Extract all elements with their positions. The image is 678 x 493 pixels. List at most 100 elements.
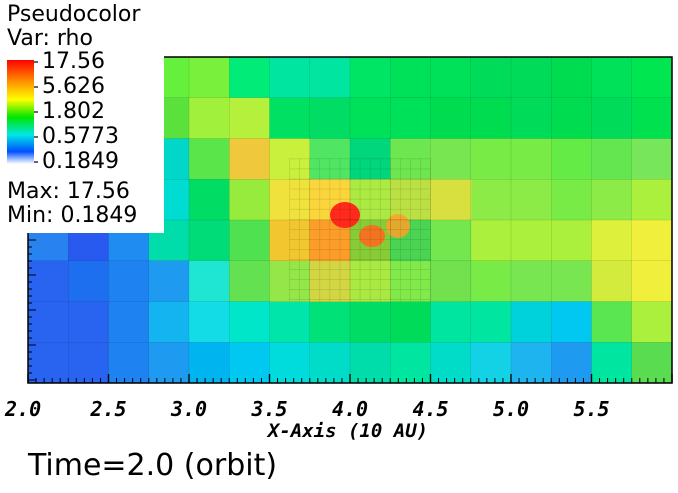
- heatmap-cell: [511, 301, 552, 343]
- heatmap-cell: [229, 260, 270, 302]
- heatmap-cell: [269, 342, 311, 384]
- heatmap-cell: [189, 57, 230, 99]
- heatmap-cell: [269, 97, 311, 139]
- heatmap-cell: [470, 342, 512, 384]
- heatmap-cell: [390, 97, 431, 139]
- heatmap-cell: [189, 301, 230, 343]
- heatmap-cell: [551, 220, 592, 262]
- heatmap-cell: [350, 138, 391, 180]
- heatmap-cell: [309, 342, 351, 384]
- x-axis-label: X-Axis (10 AU): [266, 420, 428, 442]
- heatmap-cell: [551, 97, 592, 139]
- heatmap-cell: [229, 179, 270, 221]
- refined-cell: [309, 260, 351, 302]
- heatmap-cell: [269, 138, 311, 180]
- heatmap-cell: [189, 342, 230, 384]
- heatmap-cell: [631, 179, 673, 221]
- colorbar: [7, 60, 34, 164]
- time-annotation: Time=2.0 (orbit): [28, 448, 278, 483]
- heatmap-cell: [148, 301, 190, 343]
- heatmap-cell: [470, 138, 512, 180]
- heatmap-cell: [591, 301, 633, 343]
- heatmap-cell: [470, 301, 512, 343]
- heatmap-cell: [551, 179, 592, 221]
- heatmap-cell: [28, 260, 69, 302]
- legend-max: Max: 17.56: [7, 179, 130, 204]
- heatmap-cell: [631, 57, 673, 99]
- heatmap-cell: [108, 342, 150, 384]
- x-tick-label: 4.5: [412, 397, 448, 421]
- refined-cell: [430, 179, 472, 221]
- heatmap-cell: [511, 220, 552, 262]
- heatmap-cell: [269, 57, 311, 99]
- heatmap-cell: [470, 220, 512, 262]
- x-tick-label: 3.5: [250, 397, 287, 421]
- heatmap-cell: [189, 179, 230, 221]
- heatmap-cell: [229, 138, 270, 180]
- y-axis-ticks: [28, 239, 36, 381]
- heatmap-cell: [591, 260, 633, 302]
- density-hotspot: [330, 202, 410, 247]
- heatmap-cell: [28, 301, 69, 343]
- refined-cell: [430, 220, 472, 262]
- heatmap-cell: [470, 97, 512, 139]
- refined-cell: [390, 179, 431, 221]
- heatmap-cell: [229, 57, 270, 99]
- heatmap-cell: [591, 138, 633, 180]
- heatmap-cell: [229, 301, 270, 343]
- colorbar-tick-label: 5.626: [42, 74, 105, 99]
- heatmap-cell: [229, 97, 270, 139]
- x-tick-label: 5.0: [493, 397, 529, 421]
- heatmap-cell: [591, 179, 633, 221]
- heatmap-cell: [551, 301, 592, 343]
- heatmap-cell: [591, 220, 633, 262]
- heatmap-cell: [591, 97, 633, 139]
- heatmap-cell: [511, 138, 552, 180]
- heatmap-cell: [430, 57, 472, 99]
- heatmap-cell: [591, 57, 633, 99]
- heatmap-cell: [68, 342, 109, 384]
- colorbar-tick-label: 1.802: [42, 99, 105, 124]
- heatmap-cell: [470, 260, 512, 302]
- colorbar-tick-label: 0.5773: [42, 124, 119, 149]
- x-tick-label: 2.0: [4, 397, 41, 421]
- heatmap-cell: [68, 301, 109, 343]
- heatmap-cell: [350, 57, 391, 99]
- heatmap-cell: [511, 97, 552, 139]
- heatmap-cell: [189, 97, 230, 139]
- heatmap-cell: [430, 97, 472, 139]
- heatmap-cell: [631, 97, 673, 139]
- heatmap-cell: [390, 138, 431, 180]
- heatmap-cell: [631, 301, 673, 343]
- heatmap-cell: [551, 260, 592, 302]
- heatmap-cell: [350, 97, 391, 139]
- legend-title: Pseudocolor: [7, 2, 141, 27]
- heatmap-cell: [350, 342, 391, 384]
- heatmap-cell: [511, 260, 552, 302]
- heatmap-cell: [470, 57, 512, 99]
- heatmap-cell: [309, 138, 351, 180]
- legend-min: Min: 0.1849: [7, 203, 138, 228]
- heatmap-cell: [309, 301, 351, 343]
- heatmap-cell: [108, 260, 150, 302]
- heatmap-cell: [390, 57, 431, 99]
- refined-cell: [430, 260, 472, 302]
- x-tick-label: 2.5: [89, 397, 126, 421]
- heatmap-cell: [350, 301, 391, 343]
- refined-cell: [269, 220, 311, 262]
- heatmap-cell: [229, 220, 270, 262]
- heatmap-cell: [631, 220, 673, 262]
- x-tick-label: 3.0: [170, 397, 207, 421]
- heatmap-cell: [390, 301, 431, 343]
- heatmap-cell: [229, 342, 270, 384]
- refined-mesh-region: [269, 179, 472, 302]
- heatmap-cell: [309, 97, 351, 139]
- heatmap-cell: [470, 179, 512, 221]
- heatmap-cell: [430, 342, 472, 384]
- colorbar-tick-label: 17.56: [42, 49, 105, 74]
- heatmap-cell: [631, 260, 673, 302]
- legend-variable: Var: rho: [7, 26, 93, 51]
- heatmap-cell: [551, 57, 592, 99]
- heatmap-cell: [591, 342, 633, 384]
